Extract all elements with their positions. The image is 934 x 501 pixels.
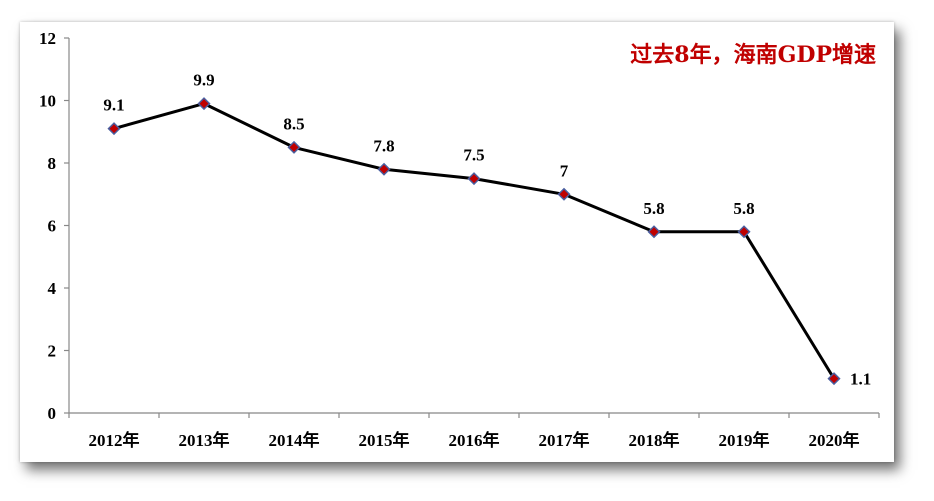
data-label: 7.5 [463, 146, 484, 165]
chart-title: 过去8年，海南GDP增速 [630, 42, 876, 68]
x-tick-label: 2015年 [359, 430, 410, 450]
x-tick-label: 2017年 [539, 430, 590, 450]
data-labels: 9.1 9.9 8.5 7.8 7.5 7 5.8 5.8 1.1 [103, 71, 871, 389]
data-point [107, 122, 121, 136]
data-label: 1.1 [850, 370, 871, 389]
data-label: 5.8 [733, 199, 754, 218]
y-tick-label: 12 [39, 29, 56, 48]
y-tick-label: 10 [39, 92, 56, 111]
y-tick-label: 6 [48, 217, 57, 236]
data-label: 9.9 [193, 71, 214, 90]
data-point [827, 372, 841, 386]
y-tick-label: 8 [48, 154, 57, 173]
x-tick-labels: 2012年 2013年 2014年 2015年 2016年 2017年 2018年 2019年… [89, 430, 860, 450]
chart-frame [20, 22, 894, 462]
data-label: 7 [560, 161, 569, 180]
data-label: 7.8 [373, 136, 394, 155]
data-point [737, 225, 751, 239]
x-tick-label: 2019年 [719, 430, 770, 450]
x-tick-label: 2013年 [179, 430, 230, 450]
x-tick-label: 2014年 [269, 430, 320, 450]
axes [64, 37, 880, 418]
data-points [107, 97, 841, 386]
data-point [287, 140, 301, 154]
y-tick-label: 4 [48, 279, 57, 298]
data-label: 8.5 [283, 114, 304, 133]
data-point [647, 225, 661, 239]
x-tick-label: 2018年 [629, 430, 680, 450]
data-point [467, 172, 481, 186]
x-tick-label: 2016年 [449, 430, 500, 450]
data-label: 9.1 [103, 96, 124, 115]
data-point [377, 162, 391, 176]
y-tick-label: 0 [48, 404, 57, 423]
x-tick-label: 2020年 [809, 430, 860, 450]
data-point [197, 97, 211, 111]
y-tick-labels: 0 2 4 6 8 10 12 [39, 29, 57, 423]
x-tick-label: 2012年 [89, 430, 140, 450]
y-tick-label: 2 [48, 342, 57, 361]
data-point [557, 187, 571, 201]
data-label: 5.8 [643, 199, 664, 218]
